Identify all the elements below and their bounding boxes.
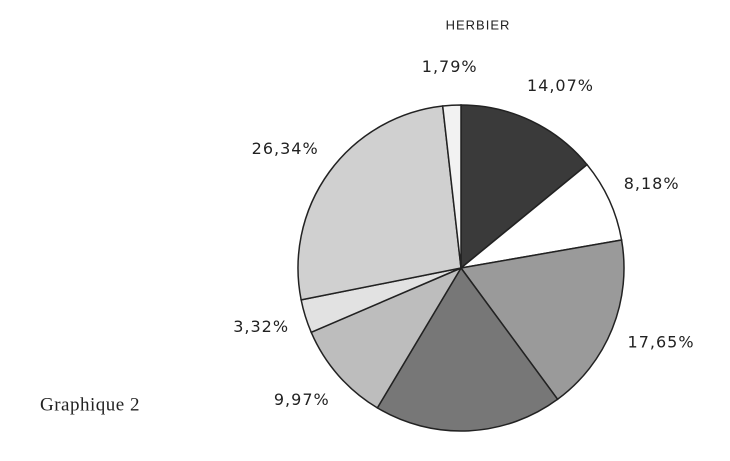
data-label: 18,67%: [437, 458, 504, 461]
pie-slice: [310, 266, 463, 409]
data-label: 8,18%: [624, 174, 680, 193]
data-label: 3,32%: [233, 317, 289, 336]
data-label: 9,97%: [274, 390, 330, 409]
data-label: 26,34%: [252, 139, 319, 158]
caption: Graphique 2: [40, 394, 140, 415]
pie-slice: [460, 104, 589, 270]
pie-slice: [441, 104, 462, 269]
pie-slice: [297, 105, 462, 301]
data-label: 17,65%: [628, 332, 695, 351]
pie-slice: [376, 266, 559, 432]
pie-slice: [459, 239, 625, 401]
chart-title: HERBIER: [446, 17, 511, 32]
data-label: 1,79%: [422, 57, 478, 76]
data-label: 14,07%: [527, 76, 594, 95]
